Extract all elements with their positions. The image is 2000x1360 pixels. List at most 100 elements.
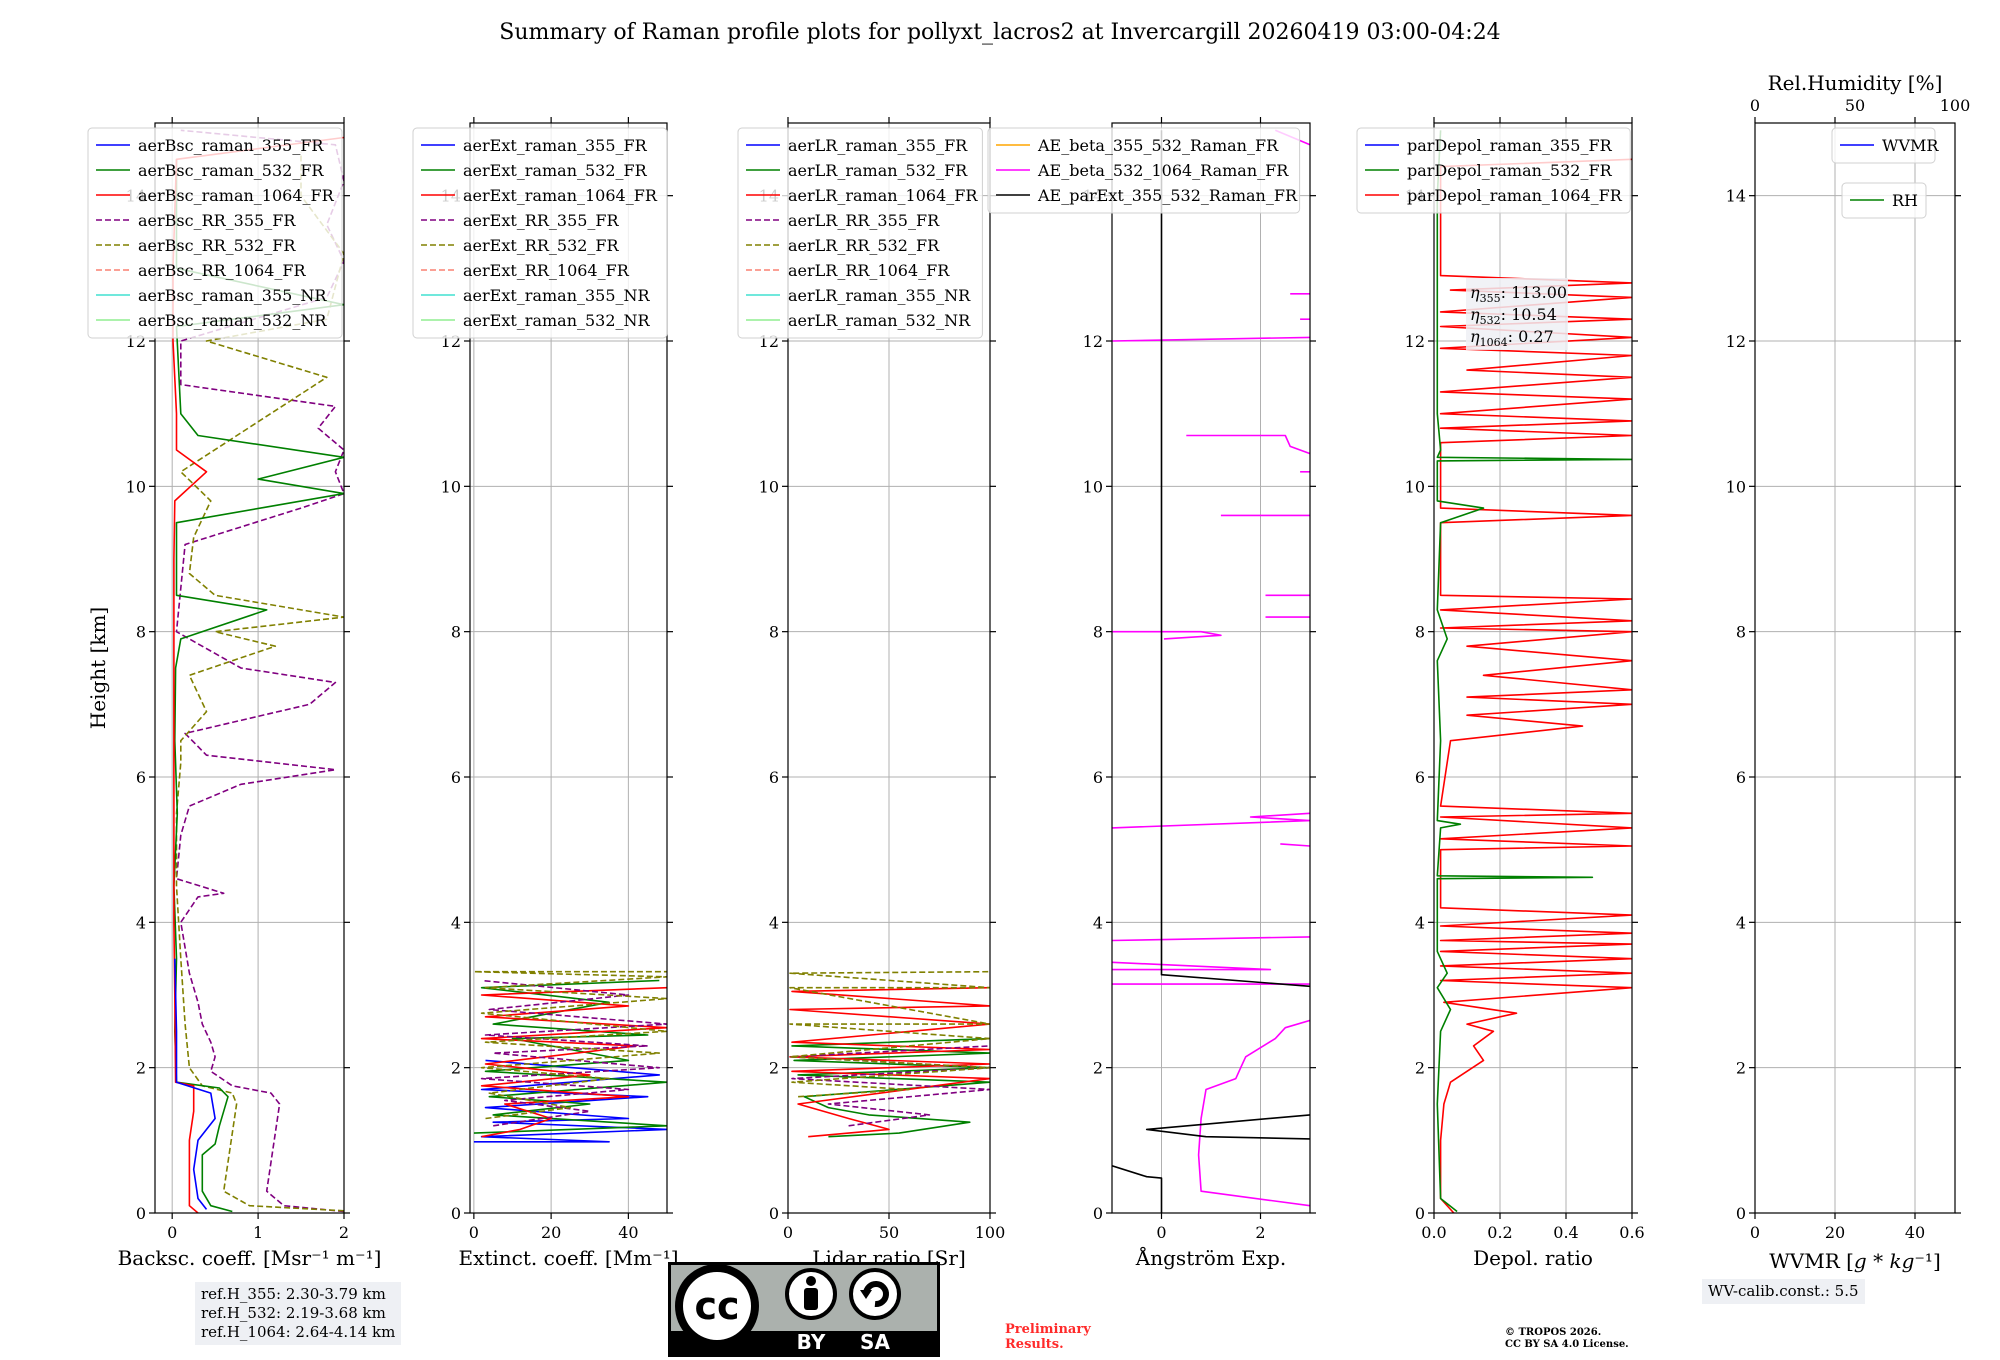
- legend-box: [1356, 127, 1631, 214]
- series-line-aerBsc_raman_532_FR: [173, 159, 344, 1213]
- x-tick-label: 0: [167, 1223, 177, 1242]
- legend-depol: parDepol_raman_355_FR parDepol_raman_532_…: [1356, 127, 1631, 214]
- y-tick-label: 8: [1093, 623, 1103, 642]
- y-tick-label: 4: [136, 913, 146, 932]
- series-line-parDepol_raman_1064_FR: [1439, 158, 1632, 1213]
- series-line-AE_beta_532_1064_Raman_FR: [1280, 843, 1310, 847]
- legend-label: AE_beta_532_1064_Raman_FR: [1037, 161, 1289, 180]
- series-line-AE_parExt_355_532_Raman_FR: [1145, 1114, 1310, 1140]
- series-line-AE_beta_532_1064_Raman_FR: [1197, 1019, 1310, 1207]
- ref-height-532: ref.H_532: 2.19-3.68 km: [201, 1304, 386, 1322]
- legend-label: aerBsc_raman_532_FR: [138, 161, 324, 180]
- legend-lr: aerLR_raman_355_FR aerLR_raman_532_FR aerL…: [737, 127, 983, 339]
- cc-by-sa-badge: cc BY SA: [668, 1262, 940, 1357]
- preliminary-line-1: Preliminary: [1005, 1322, 1091, 1337]
- x-tick-label: 1: [253, 1223, 263, 1242]
- top-x-tick-label: 100: [1940, 96, 1971, 115]
- y-tick-label: 8: [136, 623, 146, 642]
- legend-box: [1831, 127, 1936, 164]
- panel-bsc: 02468101214012Backsc. coeff. [Msr⁻¹ m⁻¹]…: [86, 117, 381, 1270]
- legend-ae: AE_beta_355_532_Raman_FR AE_beta_532_1064…: [987, 127, 1301, 214]
- legend-label: aerBsc_raman_355_NR: [138, 286, 327, 305]
- series-line-aerExt_raman_355_FR: [473, 1059, 667, 1143]
- eta-value: η1064: 0.27: [1470, 327, 1554, 349]
- legend-label: aerBsc_raman_355_FR: [138, 136, 324, 155]
- x-tick-label: 0.6: [1619, 1223, 1644, 1242]
- x-axis-label-part: kg: [1889, 1249, 1914, 1273]
- eta-subscript: 532: [1480, 314, 1501, 327]
- x-tick-label: 40: [1905, 1223, 1925, 1242]
- y-tick-label: 10: [1726, 477, 1746, 496]
- series-line-aerBsc_RR_532_FR: [175, 152, 344, 1212]
- series-line-aerExt_RR_355_FR: [480, 979, 667, 1127]
- series-line-AE_beta_532_1064_Raman_FR: [1112, 936, 1310, 942]
- x-tick-label: 20: [1825, 1223, 1845, 1242]
- y-tick-label: 4: [1415, 913, 1425, 932]
- y-tick-label: 10: [1405, 477, 1425, 496]
- y-tick-label: 8: [451, 623, 461, 642]
- x-axis-label-part: ⁻¹]: [1914, 1249, 1940, 1273]
- x-axis-label-part: g: [1854, 1249, 1867, 1273]
- x-tick-label: 0: [469, 1223, 479, 1242]
- by-label: BY: [797, 1330, 826, 1354]
- y-tick-label: 2: [769, 1059, 779, 1078]
- legend-label: aerExt_raman_355_FR: [463, 136, 648, 155]
- y-tick-label: 8: [1415, 623, 1425, 642]
- series-line-AE_beta_532_1064_Raman_FR: [1112, 812, 1310, 829]
- legend-label: aerBsc_RR_1064_FR: [138, 261, 307, 280]
- x-tick-label: 2: [339, 1223, 349, 1242]
- y-tick-label: 14: [1726, 187, 1746, 206]
- y-tick-label: 2: [136, 1059, 146, 1078]
- eta-subscript: 355: [1480, 292, 1501, 305]
- legend-label: parDepol_raman_532_FR: [1407, 161, 1613, 180]
- top-x-axis-label: Rel.Humidity [%]: [1768, 71, 1943, 95]
- top-x-tick-label: 50: [1845, 96, 1865, 115]
- series-group: [789, 970, 990, 1138]
- x-axis-label: Ångström Exp.: [1135, 1245, 1286, 1270]
- x-axis-label-part: WVMR [: [1769, 1249, 1854, 1273]
- top-x-tick-label: 0: [1750, 96, 1760, 115]
- cc-icon-text: cc: [694, 1284, 739, 1328]
- series-line-AE_beta_532_1064_Raman_FR: [1186, 434, 1310, 455]
- sa-share-arrow: [860, 1290, 872, 1299]
- x-tick-label: 2: [1255, 1223, 1265, 1242]
- y-tick-label: 6: [769, 768, 779, 787]
- panel-ext: 0246810121402040Extinct. coeff. [Mm⁻¹]ae…: [412, 117, 679, 1270]
- y-tick-label: 4: [451, 913, 461, 932]
- y-tick-label: 2: [1415, 1059, 1425, 1078]
- legend-label: aerLR_raman_355_FR: [788, 136, 968, 155]
- y-tick-label: 10: [1083, 477, 1103, 496]
- legend-label: aerExt_RR_532_FR: [463, 236, 620, 255]
- legend-label: aerLR_raman_532_FR: [788, 161, 968, 180]
- y-tick-label: 10: [441, 477, 461, 496]
- y-tick-label: 0: [769, 1204, 779, 1223]
- ref-height-355: ref.H_355: 2.30-3.79 km: [201, 1285, 386, 1303]
- series-line-AE_beta_532_1064_Raman_FR: [1112, 961, 1272, 971]
- copyright-note: © TROPOS 2026. CC BY SA 4.0 License.: [1505, 1327, 1629, 1351]
- x-tick-label: 0.0: [1421, 1223, 1446, 1242]
- wv-calib-box: WV-calib.const.: 5.5: [1702, 1279, 1865, 1304]
- axes-frame: [1754, 122, 1956, 1214]
- y-tick-label: 12: [1083, 332, 1103, 351]
- y-tick-label: 12: [1726, 332, 1746, 351]
- eta-symbol: η: [1470, 283, 1480, 302]
- axes-frame: [469, 122, 668, 1214]
- series-line-aerBsc_RR_355_FR: [175, 129, 344, 1213]
- legend-box: [412, 127, 668, 339]
- preliminary-line-2: Results.: [1005, 1337, 1064, 1352]
- y-tick-label: 4: [769, 913, 779, 932]
- series-group: [473, 970, 667, 1143]
- y-tick-label: 4: [1736, 913, 1746, 932]
- x-tick-label: 100: [975, 1223, 1006, 1242]
- eta-subscript: 1064: [1480, 336, 1508, 349]
- legend-label: aerBsc_RR_355_FR: [138, 211, 296, 230]
- series-line-aerBsc_raman_1064_FR: [172, 136, 344, 1213]
- cc-icon: [683, 1272, 751, 1340]
- sa-share-icon: [849, 1268, 901, 1320]
- y-tick-label: 8: [769, 623, 779, 642]
- x-axis-label: Extinct. coeff. [Mm⁻¹]: [458, 1246, 678, 1270]
- series-line-AE_beta_532_1064_Raman_FR: [1112, 630, 1222, 640]
